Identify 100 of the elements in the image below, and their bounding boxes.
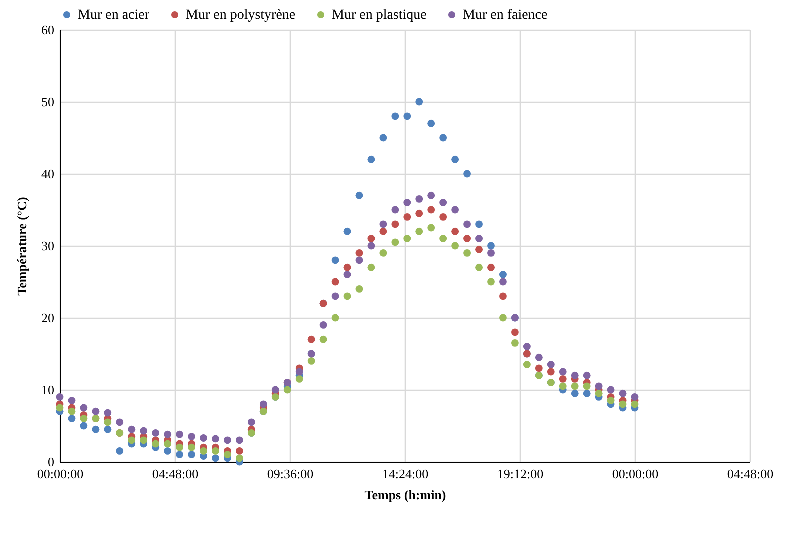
point <box>344 271 352 278</box>
point <box>104 418 112 426</box>
point <box>296 376 304 383</box>
point <box>488 278 495 286</box>
point <box>380 134 388 142</box>
x-tick-label: 19:12:00 <box>497 466 544 482</box>
point <box>571 382 579 390</box>
point <box>380 250 388 257</box>
point <box>464 170 471 178</box>
point <box>368 242 376 250</box>
point <box>368 235 376 242</box>
point <box>500 314 507 322</box>
point <box>619 400 627 408</box>
point <box>332 278 340 286</box>
legend-label: Mur en polystyrène <box>186 8 296 23</box>
point <box>488 242 495 250</box>
point <box>380 220 388 228</box>
point <box>500 271 507 278</box>
point <box>547 368 555 376</box>
point <box>523 361 531 368</box>
point <box>284 386 292 394</box>
point <box>392 112 400 120</box>
point <box>595 390 603 398</box>
point <box>296 368 304 376</box>
point <box>68 408 76 416</box>
point <box>80 404 88 412</box>
point <box>464 250 471 257</box>
legend-label: Mur en plastique <box>332 8 427 23</box>
point <box>188 451 196 458</box>
y-tick-label: 40 <box>42 166 54 182</box>
point <box>128 426 136 434</box>
point <box>368 156 376 164</box>
point <box>344 264 352 272</box>
y-tick-label: 20 <box>42 310 54 326</box>
point <box>428 224 436 232</box>
point <box>619 390 627 398</box>
point <box>428 120 436 128</box>
point <box>607 386 615 394</box>
x-tick-label: 00:00:00 <box>37 466 84 482</box>
point <box>308 358 316 365</box>
point <box>404 214 412 221</box>
point <box>404 112 412 120</box>
point <box>392 220 400 228</box>
point <box>428 206 436 214</box>
point <box>583 390 591 398</box>
point <box>104 426 112 434</box>
point <box>224 436 232 444</box>
point <box>392 238 400 246</box>
x-tick-label: 14:24:00 <box>382 466 429 482</box>
point <box>571 390 579 398</box>
point <box>116 448 124 455</box>
point <box>416 210 424 218</box>
point <box>512 328 519 336</box>
y-axis-title: Température (°C) <box>14 197 30 296</box>
point <box>356 250 364 257</box>
point <box>248 418 256 426</box>
y-tick-label: 60 <box>42 22 54 38</box>
point <box>344 228 352 236</box>
point <box>583 372 591 380</box>
point <box>176 444 184 452</box>
y-tick-label: 0 <box>48 454 54 470</box>
point <box>356 286 364 293</box>
point <box>535 364 543 372</box>
point <box>140 427 148 435</box>
legend-label: Mur en faience <box>463 8 548 23</box>
point <box>535 354 543 362</box>
point <box>260 400 268 408</box>
point <box>152 440 160 448</box>
point <box>164 440 172 448</box>
point <box>559 376 567 383</box>
point <box>140 436 148 444</box>
point <box>200 434 208 442</box>
point <box>500 278 507 286</box>
point <box>212 435 220 443</box>
point <box>392 206 400 214</box>
point <box>356 192 364 200</box>
point <box>440 134 448 142</box>
point <box>464 220 471 228</box>
point <box>68 415 76 422</box>
point <box>452 156 460 164</box>
point <box>452 228 460 236</box>
point <box>512 340 519 347</box>
point <box>428 192 436 200</box>
point <box>356 256 364 264</box>
point <box>416 228 424 236</box>
legend-label: Mur en acier <box>78 8 150 23</box>
point <box>631 400 639 408</box>
point <box>128 436 136 444</box>
point <box>224 451 232 458</box>
point <box>176 451 184 458</box>
point <box>116 418 124 426</box>
point <box>476 235 483 242</box>
x-tick-label: 09:36:00 <box>267 466 314 482</box>
point <box>332 292 340 300</box>
point <box>523 343 531 350</box>
x-tick-label: 04:48:00 <box>727 466 774 482</box>
point <box>272 386 280 394</box>
point <box>212 448 220 455</box>
y-tick-label: 10 <box>42 382 54 398</box>
point <box>332 314 340 322</box>
